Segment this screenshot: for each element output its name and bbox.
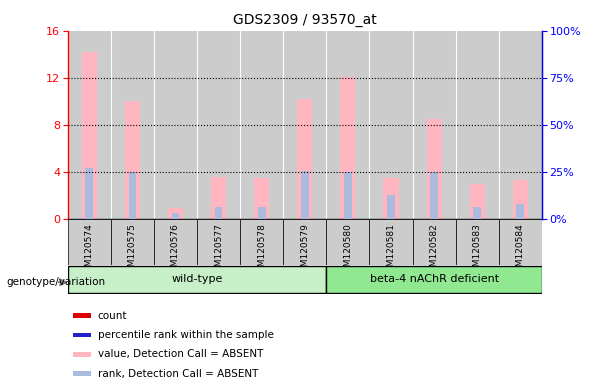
Bar [168,208,183,219]
Bar [215,207,223,219]
Text: GSM120575: GSM120575 [128,223,137,278]
FancyBboxPatch shape [283,219,326,265]
Bar [68,31,111,219]
FancyBboxPatch shape [326,266,542,293]
Bar [430,172,438,219]
Bar [254,178,269,219]
Text: genotype/variation: genotype/variation [6,277,105,287]
Bar [73,313,91,318]
Text: value, Detection Call = ABSENT: value, Detection Call = ABSENT [98,349,263,359]
Bar [301,170,309,219]
Bar [111,31,154,219]
Text: GSM120578: GSM120578 [257,223,266,278]
Bar [73,352,91,357]
FancyBboxPatch shape [456,219,499,265]
Bar [258,207,266,219]
Text: GSM120581: GSM120581 [386,223,396,278]
Bar [326,31,369,219]
FancyBboxPatch shape [369,219,412,265]
FancyBboxPatch shape [68,266,326,293]
Bar [517,204,524,219]
Bar [128,172,136,219]
Bar [456,31,499,219]
Bar [499,31,542,219]
Bar [82,52,97,219]
Text: GSM120584: GSM120584 [516,223,525,278]
Text: GSM120579: GSM120579 [300,223,309,278]
Text: GSM120576: GSM120576 [171,223,180,278]
Bar [211,177,226,219]
Bar [240,31,283,219]
FancyBboxPatch shape [111,219,154,265]
Bar [125,101,140,219]
Text: beta-4 nAChR deficient: beta-4 nAChR deficient [369,274,499,285]
Bar [469,184,485,219]
Text: rank, Detection Call = ABSENT: rank, Detection Call = ABSENT [98,369,258,379]
Text: GSM120582: GSM120582 [429,223,439,278]
Bar [383,178,399,219]
FancyBboxPatch shape [154,219,197,265]
Bar [197,31,240,219]
Bar [154,31,197,219]
Text: percentile rank within the sample: percentile rank within the sample [98,330,274,340]
Bar [412,31,456,219]
Bar [474,207,481,219]
Title: GDS2309 / 93570_at: GDS2309 / 93570_at [233,13,377,27]
Text: GSM120574: GSM120574 [85,223,94,278]
Bar [369,31,412,219]
Text: GSM120577: GSM120577 [214,223,223,278]
Bar [297,99,312,219]
FancyBboxPatch shape [197,219,240,265]
Bar [73,371,91,376]
FancyBboxPatch shape [326,219,369,265]
Bar [387,195,395,219]
Bar [426,119,442,219]
Text: count: count [98,311,127,321]
Bar [344,172,352,219]
FancyBboxPatch shape [412,219,456,265]
Text: GSM120583: GSM120583 [473,223,482,278]
Bar [171,213,180,219]
FancyBboxPatch shape [499,219,542,265]
FancyBboxPatch shape [68,219,111,265]
Bar [283,31,326,219]
Bar [513,180,528,219]
FancyBboxPatch shape [240,219,283,265]
Bar [73,333,91,338]
Text: GSM120580: GSM120580 [343,223,352,278]
Text: wild-type: wild-type [171,274,223,285]
Bar [85,168,93,219]
Bar [340,76,355,219]
